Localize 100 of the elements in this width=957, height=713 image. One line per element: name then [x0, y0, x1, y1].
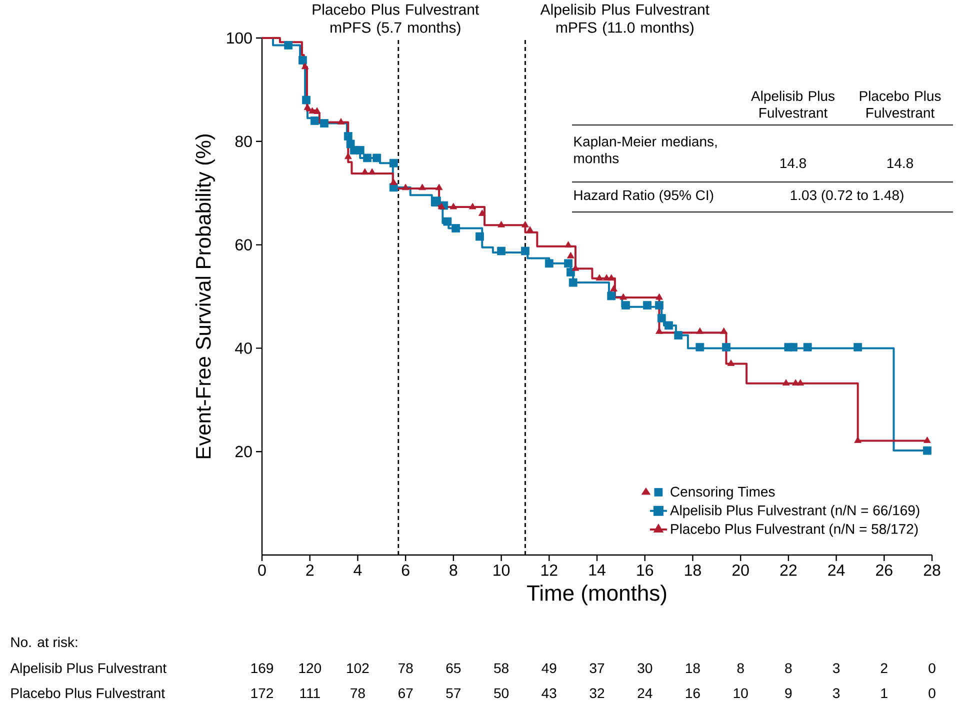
text: 37	[590, 663, 604, 674]
annotation: 14.8	[780, 158, 806, 168]
x-tick-label: 24	[828, 564, 845, 576]
point	[438, 202, 446, 210]
text: Alpelisib Plus Fulvestrant	[10, 662, 166, 676]
point	[435, 184, 443, 190]
text: 2	[880, 663, 888, 673]
text: 3	[832, 663, 840, 674]
annotation: 1.03 (0.72 to 1.48)	[790, 190, 904, 203]
text: 172	[251, 688, 273, 698]
point	[722, 342, 730, 352]
text: 18	[686, 663, 700, 674]
point	[432, 196, 441, 206]
legend-label: Placebo Plus Fulvestrant (n/N = 58/172)	[671, 524, 918, 537]
text: 32	[590, 688, 604, 698]
point	[476, 232, 484, 241]
x-tick-label: 10	[494, 564, 510, 576]
point	[390, 178, 398, 185]
x-tick-label: 28	[924, 564, 940, 576]
point	[789, 342, 798, 352]
point	[389, 158, 398, 168]
point	[610, 285, 618, 292]
point	[468, 202, 476, 210]
point	[544, 259, 554, 268]
point	[664, 321, 673, 330]
x-axis-title: Time (months)	[527, 584, 666, 606]
point	[854, 342, 862, 352]
point	[620, 293, 627, 300]
point	[320, 119, 328, 128]
text: No. at risk:	[11, 636, 78, 648]
x-tick-label: 26	[876, 564, 892, 576]
point	[304, 104, 312, 110]
text: 43	[542, 688, 556, 698]
text: 0	[928, 663, 936, 674]
point	[564, 241, 572, 248]
point	[284, 41, 293, 50]
point	[657, 314, 666, 322]
point	[450, 202, 458, 210]
point	[596, 274, 604, 281]
x-tick-label: 20	[732, 564, 749, 576]
annotation: 14.8	[887, 158, 914, 168]
x-tick-label: 14	[589, 564, 606, 576]
y-tick-label: 40	[235, 342, 252, 354]
point	[478, 210, 486, 216]
point	[313, 107, 321, 114]
text: 65	[446, 663, 461, 674]
point	[418, 184, 426, 190]
point	[344, 152, 352, 160]
point	[655, 301, 664, 310]
point	[363, 154, 372, 162]
x-tick-label: 8	[450, 564, 458, 576]
x-tick-label: 12	[541, 564, 558, 576]
point	[924, 436, 931, 443]
text: 67	[398, 688, 413, 698]
text: 10	[734, 688, 748, 698]
text: 58	[494, 663, 508, 674]
point	[923, 446, 932, 455]
x-tick-label: 0	[258, 564, 266, 576]
text: 24	[638, 688, 652, 698]
text: 1	[881, 688, 888, 698]
point	[643, 301, 652, 310]
text: 102	[347, 663, 369, 674]
legend-label: Alpelisib Plus Fulvestrant (n/N = 66/169)	[670, 505, 920, 518]
text: 120	[299, 663, 322, 674]
legend-label: Censoring Times	[670, 486, 775, 500]
x-tick-label: 6	[402, 564, 410, 576]
text: 16	[686, 688, 700, 698]
y-tick-label: 100	[227, 32, 252, 44]
point	[443, 217, 452, 226]
point	[452, 224, 460, 232]
y-tick-label: 80	[235, 136, 252, 148]
text: 30	[638, 663, 652, 674]
point	[622, 301, 630, 310]
point	[344, 132, 352, 140]
point	[497, 246, 506, 256]
y-tick-label: 20	[235, 446, 252, 458]
point	[372, 154, 382, 162]
ref-line-label: Alpelisib Plus Fulvestrant mPFS (11.0 months)	[540, 4, 710, 36]
text: 169	[251, 663, 274, 674]
point	[402, 184, 410, 190]
point	[854, 436, 862, 443]
text: 111	[300, 688, 320, 698]
point	[337, 118, 345, 124]
point	[656, 293, 663, 300]
text: 0	[928, 688, 936, 698]
point	[302, 96, 310, 104]
point	[368, 168, 376, 175]
text: Placebo Plus Fulvestrant	[11, 688, 165, 698]
annotation: Kaplan-Meier medians, months	[574, 136, 717, 164]
point	[521, 246, 530, 256]
point	[522, 220, 529, 228]
point	[803, 342, 812, 352]
point	[498, 220, 505, 228]
annotation: Alpelisib Plus Fulvestrant	[751, 90, 835, 118]
text: 49	[542, 663, 556, 674]
text: 8	[737, 663, 744, 674]
annotation: Hazard Ratio (95% CI)	[574, 190, 714, 203]
point	[720, 327, 728, 334]
text: 9	[785, 688, 792, 698]
point	[782, 379, 790, 386]
